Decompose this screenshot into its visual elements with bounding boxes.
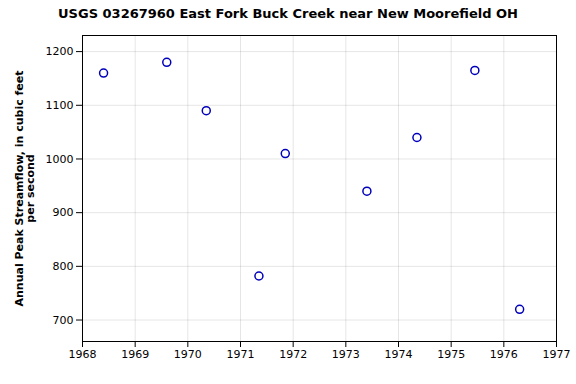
svg-text:Annual Peak Streamflow, in cub: Annual Peak Streamflow, in cubic feetper… [13, 71, 37, 307]
svg-text:1974: 1974 [385, 348, 413, 361]
svg-text:700: 700 [53, 314, 74, 327]
svg-text:1000: 1000 [46, 152, 74, 165]
svg-text:1971: 1971 [227, 348, 255, 361]
svg-text:800: 800 [53, 260, 74, 273]
svg-text:1975: 1975 [437, 348, 465, 361]
svg-text:1100: 1100 [46, 99, 74, 112]
html-text:USGS 03267960 East Fork Buck C: USGS 03267960 East Fork Buck Creek near … [58, 6, 518, 21]
svg-text:1972: 1972 [279, 348, 307, 361]
svg-text:900: 900 [53, 206, 74, 219]
svg-text:1976: 1976 [490, 348, 518, 361]
svg-text:1973: 1973 [332, 348, 360, 361]
svg-text:1968: 1968 [69, 348, 97, 361]
svg-text:1200: 1200 [46, 45, 74, 58]
svg-text:1969: 1969 [121, 348, 149, 361]
svg-text:1970: 1970 [174, 348, 202, 361]
svg-text:1977: 1977 [543, 348, 571, 361]
